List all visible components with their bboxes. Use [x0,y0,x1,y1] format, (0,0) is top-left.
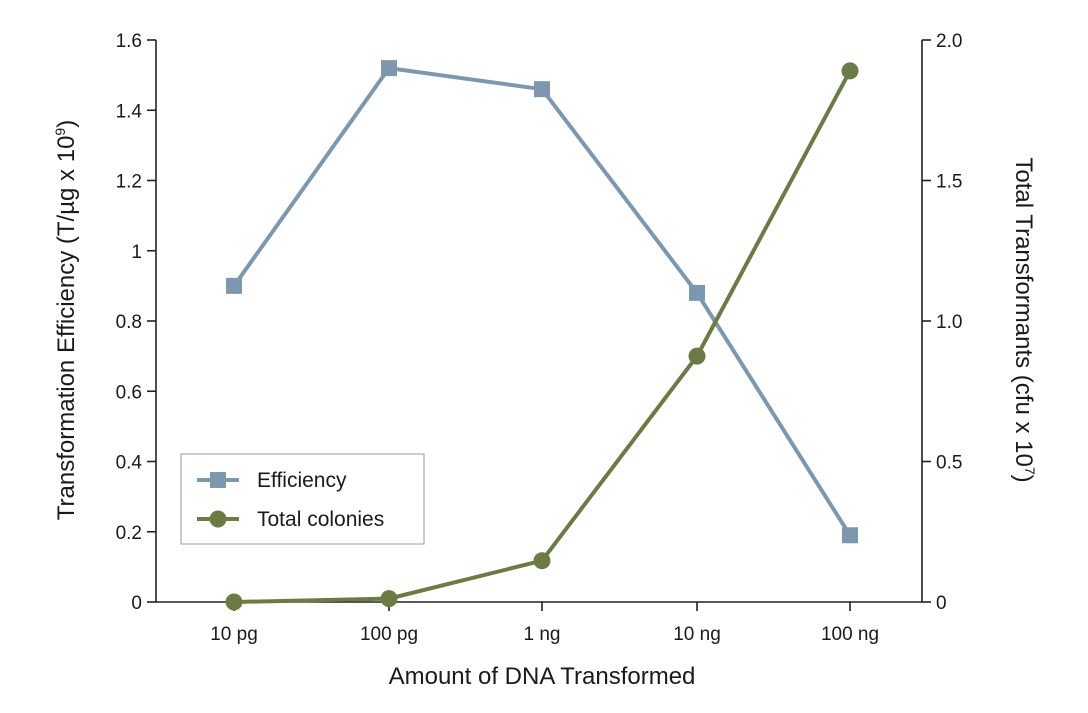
data-point-efficiency [842,527,858,544]
x-tick-label: 100 ng [821,624,879,645]
y-tick-label-left: 0.4 [116,453,143,474]
y-axis-title-right-sup: 7 [1022,467,1038,475]
y-tick-label-left: 0.2 [116,523,142,544]
y-tick-label-left: 1 [131,242,142,263]
y-ticks-left: 0 0.2 0.4 0.6 0.8 1 1.2 1.4 1.6 [116,31,156,614]
legend-total-colonies-marker [209,510,227,528]
y-axis-title-right-end: ) [1010,475,1037,483]
data-point-total-colonies [533,552,551,570]
y-tick-label-left: 0.6 [116,382,142,403]
y-ticks-right: 0 0.5 1.0 1.5 2.0 [922,31,962,614]
legend: Efficiency Total colonies [180,453,425,545]
y-axis-title-left-main: Transformation Efficiency (T/µg x 10 [53,136,80,521]
y-axis-title-left-end: ) [53,120,80,128]
x-axis-title: Amount of DNA Transformed [389,663,696,690]
legend-efficiency-label: Efficiency [257,469,347,492]
y-tick-label-right: 0.5 [936,453,962,474]
y-tick-label-left: 1.4 [116,101,143,122]
x-tick-label: 10 pg [210,624,258,645]
series-layer [225,60,859,611]
y-axis-title-right-main: Total Transformants (cfu x 10 [1010,157,1037,466]
data-point-efficiency [534,81,550,98]
data-point-efficiency [226,277,242,294]
y-axis-title-left: Transformation Efficiency (T/µg x 109) [52,120,80,520]
data-point-total-colonies [380,590,398,608]
legend-efficiency-marker [210,472,226,488]
y-tick-label-left: 0.8 [116,312,142,333]
data-point-total-colonies [841,62,859,80]
legend-total-colonies-label: Total colonies [257,508,384,531]
data-point-total-colonies [225,593,243,611]
y-tick-label-right: 1.0 [936,312,962,333]
x-ticks: 10 pg 100 pg 1 ng 10 ng 100 ng [210,602,879,645]
data-point-efficiency [689,284,705,301]
legend-box [180,453,425,545]
y-axis-title-right: Total Transformants (cfu x 107) [1010,157,1038,482]
x-tick-label: 10 ng [673,624,721,645]
x-tick-label: 100 pg [360,624,418,645]
y-tick-label-left: 1.6 [116,31,142,52]
data-point-efficiency [381,60,397,77]
y-tick-label-right: 2.0 [936,31,962,52]
y-tick-label-left: 1.2 [116,172,142,193]
x-tick-label: 1 ng [524,624,561,645]
y-tick-label-right: 0 [936,593,947,614]
y-axis-title-left-sup: 9 [52,128,68,136]
y-tick-label-left: 0 [131,593,142,614]
data-point-total-colonies [688,347,706,365]
y-tick-label-right: 1.5 [936,172,962,193]
